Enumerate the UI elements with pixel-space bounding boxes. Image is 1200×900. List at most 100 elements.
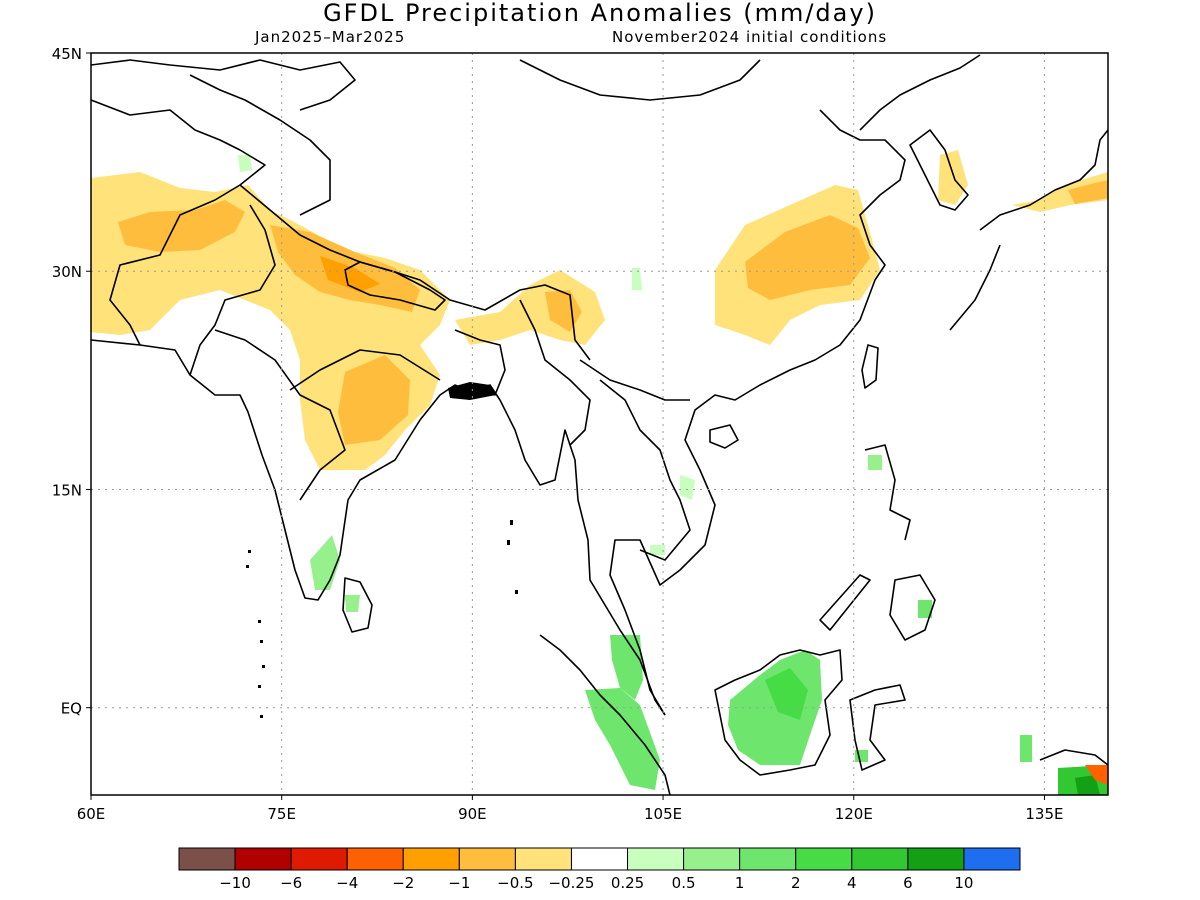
maldives-island	[260, 640, 263, 643]
colorbar-label: 6	[903, 874, 913, 892]
coastline-taiwan	[861, 344, 879, 389]
coastline-luzon	[864, 444, 911, 541]
anomaly-newguinea-dry	[1085, 765, 1108, 785]
anomaly-ganges-deep	[320, 256, 380, 292]
colorbar-label: −1	[448, 874, 470, 892]
lat-tick-label: 45N	[52, 45, 82, 63]
coastline-sulawesi	[849, 684, 906, 771]
anomaly-sulawesi-wet	[918, 600, 932, 618]
coastline-indochina-west	[499, 399, 666, 716]
colorbar: −10 −6 −4 −2 −1 −0.5 −0.25 0.25 0.5 1 2 4 6 10	[178, 847, 1021, 892]
colorbar-label: 4	[847, 874, 857, 892]
coastline-india	[91, 339, 501, 601]
colorbar-swatch	[907, 847, 965, 871]
anomaly-luzon-wet	[868, 455, 882, 470]
anomaly-korea-light	[938, 150, 968, 205]
anomaly-shading	[91, 150, 1108, 795]
coastline-srilanka	[342, 577, 373, 633]
coastline-hainan	[709, 424, 739, 449]
border-kazakhstan	[91, 59, 356, 111]
border-himalaya	[239, 184, 591, 361]
colorbar-label: 0.5	[672, 874, 696, 892]
colorbar-swatch	[739, 847, 797, 871]
graticule	[91, 53, 1108, 795]
border-china-south	[579, 359, 690, 401]
colorbar-label: −0.5	[497, 874, 533, 892]
nicobar-island	[515, 590, 518, 594]
coastline-far-north	[859, 54, 981, 131]
lat-tick-label: 30N	[52, 263, 82, 281]
anomaly-vietnam-wet	[680, 475, 695, 500]
anomaly-sumatra-wet	[585, 688, 660, 790]
lon-tick-label: 135E	[1025, 805, 1063, 823]
anomaly-borneo-core	[765, 668, 808, 720]
andaman-island	[510, 520, 513, 525]
border-myanmar	[519, 299, 591, 446]
colorbar-swatch	[795, 847, 853, 871]
maldives-island	[262, 665, 265, 668]
anomaly-pakistan-core	[118, 200, 245, 252]
anomaly-moluccas-wet	[1020, 735, 1032, 762]
colorbar-swatch	[683, 847, 741, 871]
lon-tick-label: 75E	[267, 805, 296, 823]
border-indochina	[599, 379, 691, 561]
colorbar-label: 10	[954, 874, 973, 892]
border-india-pakistan	[189, 204, 276, 376]
colorbar-label: 0.25	[611, 874, 644, 892]
lon-tick-label: 60E	[77, 805, 106, 823]
lon-tick-label: 90E	[458, 805, 487, 823]
colorbar-label: −6	[280, 874, 302, 892]
coastline-japan	[979, 129, 1108, 231]
colorbar-swatch	[346, 847, 404, 871]
colorbar-swatch	[178, 847, 236, 871]
colorbar-label: −10	[219, 874, 251, 892]
anomaly-japan-core	[1068, 180, 1108, 204]
colorbar-swatch	[458, 847, 516, 871]
colorbar-swatch	[402, 847, 460, 871]
anomaly-newguinea-core	[1075, 775, 1100, 795]
coastline-indochina-east	[609, 109, 906, 716]
anomaly-tibet-wet	[632, 268, 642, 290]
colorbar-label: −4	[336, 874, 358, 892]
colorbar-swatch	[851, 847, 909, 871]
coastlines	[91, 54, 1108, 795]
maldives-island	[258, 685, 261, 688]
lakshadweep-island	[248, 550, 251, 553]
colorbar-label: −2	[392, 874, 414, 892]
border-central-asia	[189, 74, 331, 216]
colorbar-swatch	[234, 847, 292, 871]
maldives-island	[258, 620, 261, 623]
initial-conditions: November2024 initial conditions	[612, 28, 888, 46]
colorbar-label: 1	[735, 874, 745, 892]
border-afghanistan	[91, 99, 266, 346]
anomaly-central-india-core	[338, 355, 410, 445]
anomaly-srilanka-wet	[310, 535, 340, 590]
anomaly-cambodia-wet	[650, 545, 665, 555]
coastline-borneo	[714, 649, 843, 776]
colorbar-label: 2	[791, 874, 801, 892]
coastline-palawan	[819, 574, 871, 631]
chart-title: GFDL Precipitation Anomalies (mm/day)	[323, 0, 877, 27]
colorbar-swatch	[514, 847, 572, 871]
map-frame	[90, 52, 1109, 796]
colorbar-label: −0.25	[548, 874, 594, 892]
lat-tick-label: 15N	[52, 481, 82, 499]
coastline-kyushu	[949, 244, 1001, 331]
lon-tick-label: 120E	[835, 805, 873, 823]
map-plot	[91, 53, 1108, 795]
maldives-island	[260, 715, 263, 718]
lakshadweep-island	[246, 565, 249, 568]
coastline-sumatra	[539, 634, 671, 795]
coastline-korea	[909, 129, 969, 211]
anomaly-china-core	[745, 215, 870, 300]
border-mongolia	[519, 59, 761, 101]
lat-tick-label: EQ	[61, 700, 82, 718]
anomaly-karakoram-wet	[238, 155, 252, 172]
forecast-period: Jan2025–Mar2025	[255, 28, 406, 46]
anomaly-srilanka-island	[345, 595, 360, 612]
colorbar-swatch	[290, 847, 348, 871]
lon-tick-label: 105E	[644, 805, 682, 823]
colorbar-swatch	[570, 847, 629, 871]
lat-axis: 45N 30N 15N EQ	[52, 45, 91, 718]
